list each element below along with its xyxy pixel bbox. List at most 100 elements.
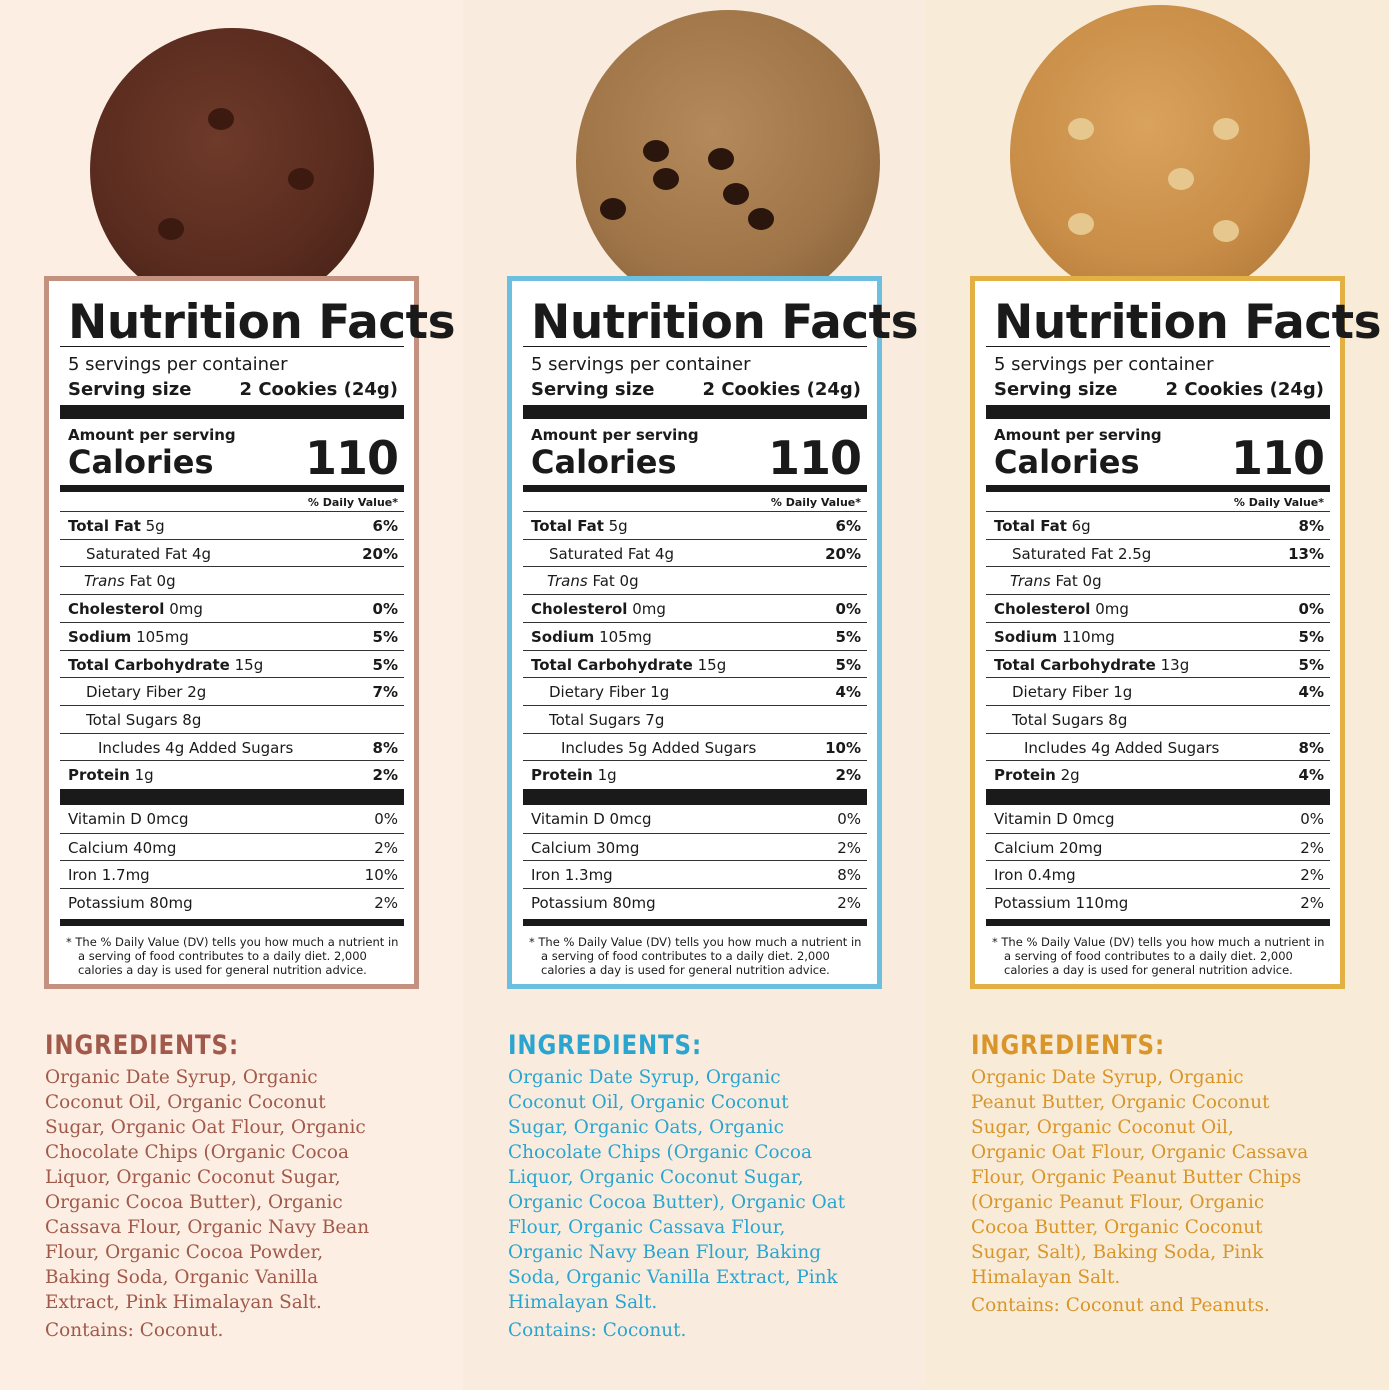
nutrient-daily-value: 0% (835, 600, 861, 619)
thick-divider (986, 919, 1330, 926)
chip-icon (643, 140, 669, 162)
vitamin-row: Vitamin D 0mcg 0% (523, 805, 867, 833)
nutrient-name: Sodium (531, 627, 595, 646)
nutrient-row: Protein 2g 4% (986, 760, 1330, 788)
thick-divider (60, 919, 404, 926)
peanut-butter-cookie-image (1010, 5, 1310, 305)
serving-size-label: Serving size (68, 379, 192, 400)
nutrient-row: Trans Fat 0g (60, 566, 404, 594)
vitamin-row: Iron 0.4mg 2% (986, 860, 1330, 888)
servings-per-container: 5 servings per container (994, 354, 1214, 375)
vitamin-daily-value: 8% (837, 866, 861, 885)
nutrient-name: Total Fat (68, 517, 141, 535)
nutrient-daily-value: 8% (372, 738, 398, 757)
daily-value-header: % Daily Value* (307, 496, 398, 509)
nutrient-daily-value: 4% (1298, 683, 1324, 702)
chip-icon (600, 198, 626, 220)
ingredients-line: Peanut Butter, Organic Coconut (971, 1091, 1270, 1113)
nutrient-amount: 110mg (1057, 627, 1115, 646)
nutrient-name: Total Carbohydrate (68, 655, 230, 674)
nutrient-daily-value: 5% (835, 655, 861, 674)
servings-per-container: 5 servings per container (531, 354, 751, 375)
nutrient-amount: 2g (1055, 766, 1080, 785)
ingredients-line: Cassava Flour, Organic Navy Bean (45, 1216, 370, 1238)
nutrient-amount: 5g (603, 517, 628, 535)
nutrient-row: Trans Fat 0g (986, 566, 1330, 594)
nutrient-amount: 1g (592, 766, 617, 785)
nutrient-daily-value: 5% (1298, 627, 1324, 646)
nutrient-row: Total Carbohydrate 15g 5% (523, 649, 867, 678)
nutrient-daily-value: 8% (1298, 738, 1324, 757)
nutrient-amount: 1g (129, 766, 154, 785)
vitamin-row: Vitamin D 0mcg 0% (986, 805, 1330, 833)
vitamin-name: Potassium 110mg (994, 894, 1129, 913)
nutrition-facts-label: Nutrition Facts 5 servings per container S… (507, 276, 919, 989)
nutrient-name-italic: Trans (1010, 572, 1051, 591)
thick-divider (986, 485, 1330, 492)
vitamin-row: Iron 1.7mg 10% (60, 860, 404, 888)
thick-divider (523, 919, 867, 926)
ingredients-line: Coconut Oil, Organic Coconut (508, 1091, 789, 1113)
thick-divider (523, 789, 867, 805)
nutrient-row: Total Carbohydrate 15g 5% (60, 649, 404, 678)
nutrient-row: Total Sugars 7g (523, 704, 867, 733)
nutrient-daily-value: 0% (372, 600, 398, 619)
nutrient-row: Total Fat 5g 6% (60, 511, 404, 539)
chip-icon (1168, 168, 1194, 190)
thick-divider (523, 485, 867, 492)
calories-label: Calories (68, 443, 214, 481)
nutrition-facts-title: Nutrition Facts (531, 295, 919, 350)
nutrient-amount: Includes 5g Added Sugars (561, 738, 757, 757)
nutrient-amount: Saturated Fat 4g (86, 544, 212, 563)
nutrient-row: Includes 4g Added Sugars 8% (986, 732, 1330, 761)
ingredients-line: Soda, Organic Vanilla Extract, Pink (508, 1266, 838, 1288)
ingredients-line: Organic Navy Bean Flour, Baking (508, 1241, 822, 1263)
nutrient-amount: 15g (692, 655, 727, 674)
nutrient-daily-value: 10% (825, 738, 861, 757)
nutrient-row: Protein 1g 2% (523, 760, 867, 788)
servings-per-container: 5 servings per container (68, 354, 288, 375)
serving-size-value: 2 Cookies (24g) (239, 379, 398, 400)
amount-per-serving: Amount per serving (994, 426, 1162, 444)
ingredients-line: Liquor, Organic Coconut Sugar, (45, 1166, 341, 1188)
ingredients-line: Coconut Oil, Organic Coconut (45, 1091, 326, 1113)
product-column: Nutrition Facts 5 servings per container S… (0, 0, 463, 1390)
nutrient-daily-value: 20% (362, 544, 398, 563)
nutrient-amount: 105mg (131, 627, 189, 646)
ingredients-line: Baking Soda, Organic Vanilla (45, 1266, 319, 1288)
ingredients-line: Cocoa Butter, Organic Coconut (971, 1216, 1263, 1238)
daily-value-header: % Daily Value* (770, 496, 861, 509)
daily-value-header: % Daily Value* (1233, 496, 1324, 509)
allergen-statement: Contains: Coconut. (508, 1319, 687, 1341)
nutrient-daily-value: 5% (835, 627, 861, 646)
nutrient-amount: Dietary Fiber 1g (1012, 683, 1133, 702)
vitamin-name: Potassium 80mg (531, 894, 656, 913)
vitamin-daily-value: 2% (1300, 838, 1324, 857)
calories-value: 110 (1230, 431, 1325, 485)
ingredients-line: Flour, Organic Cocoa Powder, (45, 1241, 324, 1263)
nutrient-name: Sodium (994, 627, 1058, 646)
chip-icon (748, 208, 774, 230)
vitamin-row: Calcium 40mg 2% (60, 832, 404, 861)
vitamin-daily-value: 2% (374, 894, 398, 913)
nutrient-row: Saturated Fat 2.5g 13% (986, 538, 1330, 567)
nutrient-amount: Total Sugars 7g (549, 710, 665, 729)
calories-value: 110 (304, 431, 399, 485)
thick-divider (60, 485, 404, 492)
nutrient-name-italic: Trans (547, 572, 588, 591)
vitamin-name: Calcium 40mg (68, 838, 177, 857)
chip-icon (1068, 118, 1094, 140)
vitamin-name: Vitamin D 0mcg (994, 810, 1115, 828)
vitamin-daily-value: 2% (837, 838, 861, 857)
nutrient-amount: Dietary Fiber 2g (86, 683, 207, 702)
chip-icon (1213, 118, 1239, 140)
ingredients-line: Sugar, Organic Coconut Oil, (971, 1116, 1234, 1138)
nutrition-facts-label: Nutrition Facts 5 servings per container S… (970, 276, 1382, 989)
vitamin-row: Calcium 20mg 2% (986, 832, 1330, 861)
serving-size-value: 2 Cookies (24g) (702, 379, 861, 400)
nutrient-name-italic: Trans (84, 572, 125, 591)
nutrient-row: Dietary Fiber 1g 4% (523, 677, 867, 705)
nutrient-amount: Fat 0g (587, 572, 639, 591)
vitamin-row: Potassium 80mg 2% (523, 888, 867, 916)
nutrient-name: Protein (994, 766, 1056, 785)
